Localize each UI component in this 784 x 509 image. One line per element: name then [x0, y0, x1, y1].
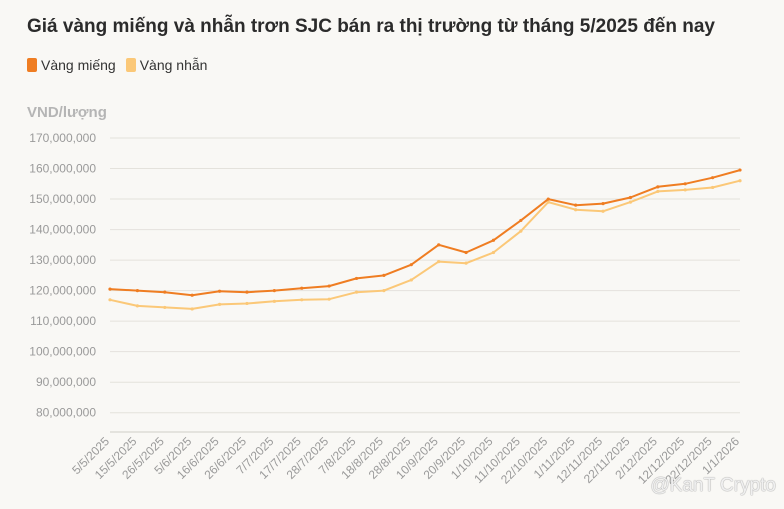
data-point: [300, 286, 304, 290]
data-point: [738, 179, 742, 183]
data-point: [300, 298, 304, 302]
data-point: [437, 243, 441, 247]
data-point: [354, 276, 359, 281]
data-point: [108, 287, 112, 291]
y-tick-label: 80,000,000: [36, 406, 96, 420]
data-point: [711, 176, 715, 180]
legend: Vàng miếng Vàng nhẫn: [27, 57, 207, 73]
data-point: [683, 188, 687, 192]
data-point: [327, 284, 331, 288]
y-tick-label: 110,000,000: [30, 314, 96, 328]
legend-swatch-vang-nhan: [125, 58, 136, 72]
data-point: [656, 185, 660, 189]
y-tick-label: 170,000,000: [29, 131, 96, 145]
data-point: [546, 197, 550, 201]
data-point: [437, 260, 441, 264]
data-point: [491, 250, 496, 255]
y-tick-label: 120,000,000: [29, 284, 96, 298]
data-point: [409, 278, 413, 282]
data-point: [272, 289, 276, 293]
data-point: [135, 304, 139, 308]
data-point: [217, 302, 222, 306]
data-point: [628, 195, 633, 200]
data-point: [272, 299, 276, 303]
y-tick-label: 90,000,000: [36, 375, 96, 389]
data-point: [354, 290, 359, 294]
data-point: [190, 293, 194, 297]
data-point: [245, 301, 249, 306]
data-point: [574, 208, 578, 212]
data-point: [574, 203, 578, 207]
legend-label-vang-mieng: Vàng miếng: [41, 57, 116, 73]
data-point: [108, 298, 112, 302]
data-point: [628, 200, 633, 204]
y-tick-label: 160,000,000: [29, 162, 96, 176]
data-point: [245, 290, 249, 294]
data-point: [519, 218, 523, 223]
data-point: [711, 185, 715, 190]
y-tick-label: 100,000,000: [29, 345, 96, 359]
y-tick-label: 130,000,000: [29, 253, 96, 267]
data-point: [519, 229, 523, 233]
legend-item-vang-nhan[interactable]: Vàng nhẫn: [125, 57, 208, 73]
series-line-vang-mieng: [109, 169, 741, 297]
data-point: [327, 297, 331, 301]
data-point: [491, 238, 496, 242]
y-tick-label: 140,000,000: [29, 223, 96, 237]
watermark: @KanT Crypto: [650, 475, 776, 496]
chart-title: Giá vàng miếng và nhẫn trơn SJC bán ra t…: [27, 16, 715, 37]
data-point: [382, 289, 386, 293]
data-point: [656, 189, 660, 194]
legend-item-vang-mieng[interactable]: Vàng miếng: [27, 57, 116, 73]
y-tick-label: 150,000,000: [29, 192, 96, 206]
data-point: [738, 168, 742, 172]
data-point: [546, 200, 550, 204]
legend-swatch-vang-mieng: [27, 58, 37, 72]
y-axis-unit-label: VND/lượng: [27, 104, 107, 121]
data-point: [217, 289, 222, 293]
data-point: [683, 182, 687, 186]
data-point: [601, 209, 605, 213]
data-point: [163, 305, 167, 310]
series-line-vang-nhan: [109, 179, 741, 310]
data-point: [382, 273, 386, 277]
data-point: [135, 289, 139, 293]
data-point: [464, 250, 468, 255]
data-point: [163, 290, 167, 294]
data-point: [464, 261, 468, 265]
legend-label-vang-nhan: Vàng nhẫn: [139, 57, 208, 73]
data-point: [601, 202, 605, 206]
data-point: [190, 307, 194, 311]
data-point: [409, 263, 413, 267]
